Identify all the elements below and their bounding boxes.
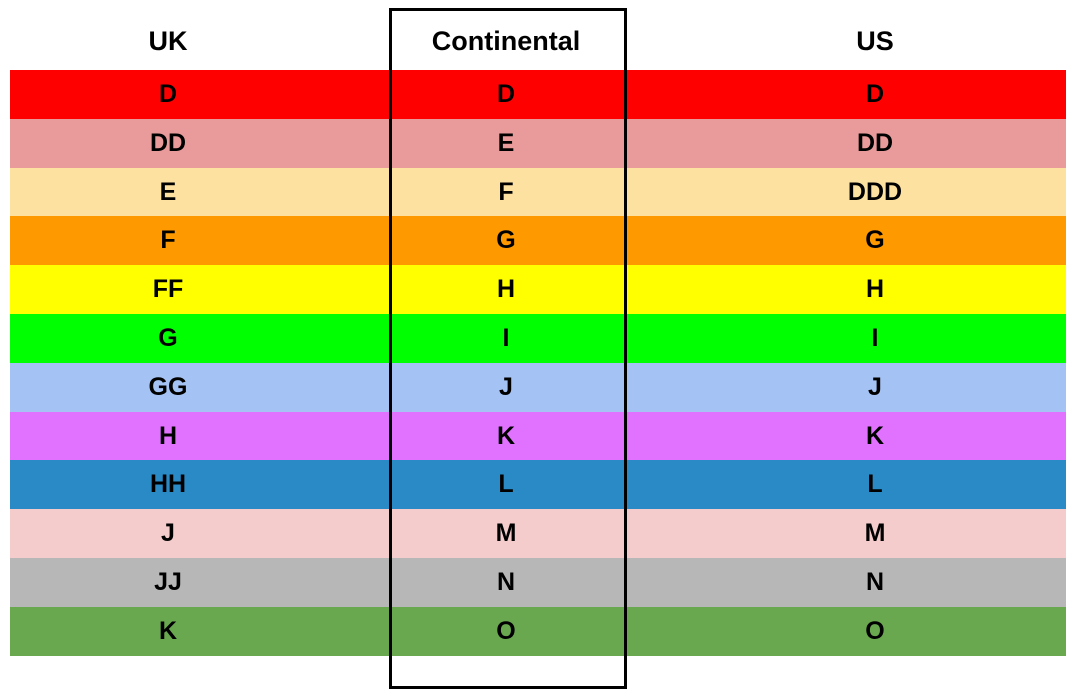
cell-uk: DD — [149, 128, 187, 157]
cell-us: I — [871, 323, 879, 352]
cell-uk: H — [158, 421, 178, 450]
cell-us: N — [865, 567, 885, 596]
cell-continental: N — [496, 567, 516, 596]
cell-continental: L — [498, 470, 514, 499]
header-us: US — [856, 26, 894, 56]
cell-uk: FF — [152, 275, 184, 304]
cell-uk: F — [160, 226, 176, 255]
cell-us: H — [865, 275, 885, 304]
cell-uk: D — [158, 80, 178, 108]
table-row: GG J J — [10, 362, 1066, 412]
header-uk: UK — [148, 26, 188, 56]
cell-continental: D — [496, 80, 516, 108]
cell-continental: K — [496, 421, 516, 450]
cell-us: J — [868, 372, 882, 401]
cell-us: K — [865, 421, 885, 450]
size-table: D D D DD E DD E F DDD F G G FF H H G I I GG J J H K K HH L L J M M JJ N… — [10, 70, 1066, 656]
cell-continental: E — [497, 128, 515, 157]
cell-uk: GG — [148, 372, 188, 401]
cell-continental: F — [498, 177, 514, 206]
cell-uk: J — [161, 519, 175, 548]
table-row: E F DDD — [10, 167, 1066, 217]
cell-us: M — [864, 519, 886, 548]
table-row: JJ N N — [10, 557, 1066, 607]
cell-continental: I — [502, 323, 510, 352]
cell-uk: E — [159, 177, 177, 206]
cell-uk: JJ — [154, 567, 182, 596]
cell-us: G — [865, 226, 885, 255]
cell-uk: HH — [149, 470, 187, 499]
table-row: DD E DD — [10, 118, 1066, 168]
cell-uk: G — [158, 323, 178, 352]
header-continental: Continental — [431, 26, 581, 56]
cell-continental: J — [499, 372, 513, 401]
cell-us: D — [865, 80, 885, 108]
cell-uk: K — [158, 616, 178, 645]
cell-continental: M — [495, 519, 517, 548]
cell-us: L — [867, 470, 883, 499]
cell-us: DDD — [847, 177, 903, 206]
cell-continental: H — [496, 275, 516, 304]
cell-continental: O — [496, 616, 516, 645]
cell-us: DD — [856, 128, 894, 157]
table-row: FF H H — [10, 265, 1066, 314]
cell-us: O — [865, 616, 885, 645]
cell-continental: G — [496, 226, 516, 255]
table-row: HH L L — [10, 460, 1066, 510]
continental-column-highlight — [389, 8, 627, 689]
